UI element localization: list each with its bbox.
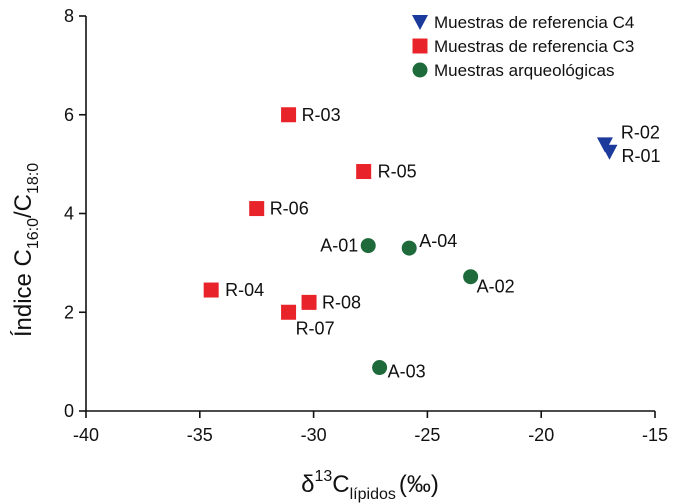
x-tick-label: -40 — [73, 425, 99, 445]
y-tick-label: 8 — [64, 6, 74, 26]
point-label-r-04: R-04 — [225, 280, 264, 300]
point-label-r-06: R-06 — [270, 199, 309, 219]
y-tick-label: 6 — [64, 105, 74, 125]
point-label-r-01: R-01 — [621, 146, 660, 166]
data-point-r-03 — [281, 107, 297, 123]
point-label-r-03: R-03 — [302, 105, 341, 125]
y-tick-label: 2 — [64, 302, 74, 322]
point-label-r-08: R-08 — [322, 292, 361, 312]
ticks: -40 -35 -30 -25 -20 -15 0 2 4 6 8 — [64, 6, 668, 445]
x-tick-label: -15 — [642, 425, 668, 445]
data-point-r-07 — [281, 304, 297, 320]
x-tick-label: -20 — [528, 425, 554, 445]
legend-label: Muestras de referencia C4 — [434, 13, 634, 32]
point-label-r-07: R-07 — [296, 318, 335, 338]
data-point-r-08 — [301, 294, 317, 310]
legend-label: Muestras arqueológicas — [434, 61, 614, 80]
y-tick-label: 0 — [64, 401, 74, 421]
legend: Muestras de referencia C4 Muestras de ref… — [412, 13, 634, 80]
y-axis-title: Índice C16:0/C18:0 — [10, 163, 42, 337]
data-point-r-04 — [203, 282, 219, 298]
y-tick-label: 4 — [64, 204, 74, 224]
legend-marker-circle — [412, 62, 428, 78]
legend-label: Muestras de referencia C3 — [434, 37, 634, 56]
x-tick-label: -30 — [301, 425, 327, 445]
x-axis-title: δ13Clípidos (‰) — [301, 468, 439, 503]
legend-marker-triangle-down — [412, 15, 428, 30]
x-tick-label: -35 — [187, 425, 213, 445]
point-label-a-03: A-03 — [388, 362, 426, 382]
point-label-r-02: R-02 — [621, 122, 660, 142]
data-points: R-02 R-01 R-03 R-05 R-06 R-04 R-08 R-07 A-01 A-04… — [203, 105, 660, 382]
point-label-a-04: A-04 — [419, 231, 457, 251]
data-point-a-03 — [372, 360, 388, 376]
point-label-a-01: A-01 — [320, 236, 358, 256]
legend-marker-square — [412, 38, 428, 54]
x-tick-label: -25 — [414, 425, 440, 445]
data-point-a-01 — [360, 238, 376, 254]
point-label-a-02: A-02 — [477, 277, 515, 297]
data-point-r-06 — [249, 201, 265, 217]
data-point-a-04 — [401, 240, 417, 256]
point-label-r-05: R-05 — [378, 162, 417, 182]
data-point-a-02 — [463, 269, 479, 285]
data-point-r-05 — [356, 164, 372, 180]
data-point-r-01 — [601, 144, 618, 160]
